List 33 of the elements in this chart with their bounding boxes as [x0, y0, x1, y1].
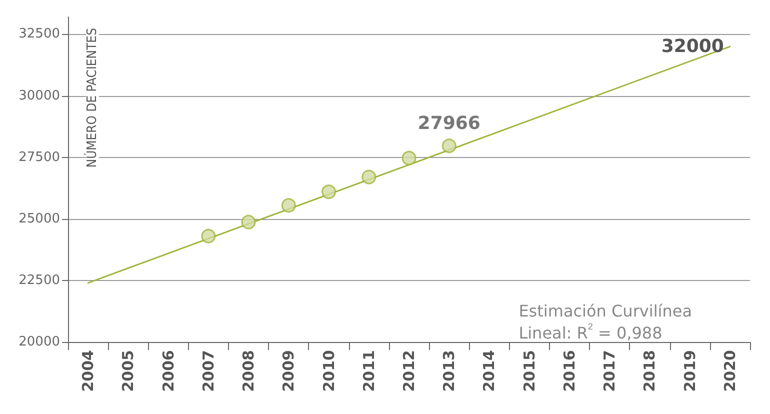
y-tick-label: 20000: [18, 334, 60, 350]
x-tick-label: 2006: [159, 350, 178, 392]
x-tick-label: 2018: [640, 350, 659, 392]
point: [402, 150, 416, 166]
point: [241, 214, 256, 230]
x-tick-label: 2020: [720, 350, 739, 392]
x-tick-label: 2014: [480, 350, 498, 392]
y-tick-label: 22500: [18, 272, 60, 288]
point: [201, 228, 216, 244]
x-tick-label: 2009: [280, 350, 298, 392]
x-tick-label: 2005: [119, 350, 138, 392]
point: [442, 138, 456, 154]
x-tick-label: 2012: [400, 350, 418, 392]
point: [362, 170, 376, 184]
y-axis-title: NÚMERO DE PACIENTES: [83, 28, 100, 168]
data-label: 27966: [418, 113, 480, 134]
x-tick-label: 2016: [560, 350, 578, 392]
y-tick-label: 32500: [18, 26, 60, 42]
x-tick-label: 2013: [440, 350, 458, 392]
y-tick-label: 25000: [18, 211, 60, 226]
x-tick-label: 2011: [360, 350, 378, 392]
y-tick-label: 27500: [18, 150, 60, 165]
x-tick-label: 2008: [240, 350, 258, 392]
y-tick-label: 30000: [18, 88, 60, 104]
x-tick-label: 2004: [79, 350, 98, 392]
x-tick-label: 2019: [680, 350, 699, 392]
point: [281, 198, 296, 213]
x-tick-label: 2010: [320, 350, 338, 392]
x-tick-label: 2015: [520, 350, 538, 392]
data-label: 32000: [661, 36, 724, 58]
x-tick-label: 2007: [199, 350, 218, 392]
point: [322, 184, 336, 200]
x-tick-label: 2017: [600, 350, 619, 392]
